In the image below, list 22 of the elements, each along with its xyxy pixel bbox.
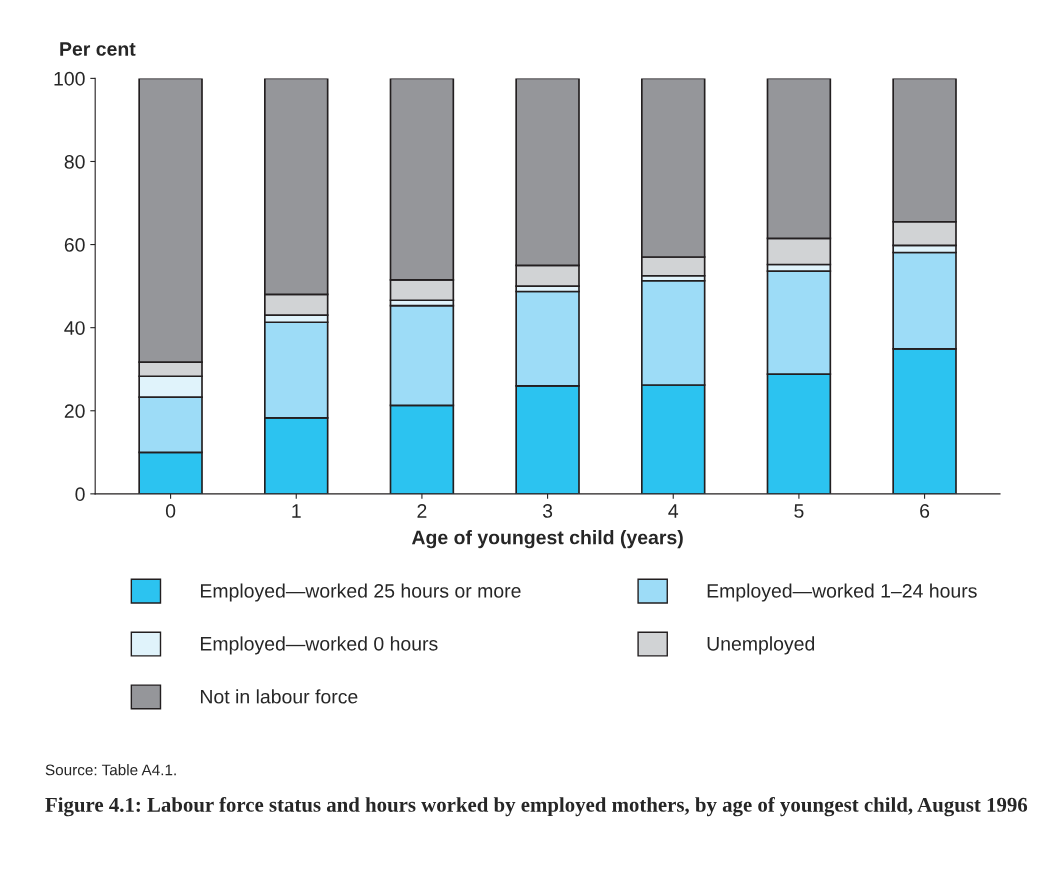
text: Figure 4.1: Labour force status and hours worked by employed mothers, by age of youngest child, August 1996	[45, 796, 1028, 817]
y-tick-label: 60	[64, 238, 85, 252]
source-note: Source: Table A4.1.	[45, 764, 176, 776]
x-tick-label: 2	[417, 504, 427, 518]
legend-label: Employed—worked 1–24 hours	[707, 583, 977, 602]
x-tick-label: 0	[165, 504, 176, 518]
x-tick-label: 1	[292, 504, 301, 518]
y-tick-label: 20	[64, 404, 85, 418]
legend-label: Unemployed	[707, 636, 815, 655]
x-tick-label: 5	[794, 504, 804, 518]
legend-label: Not in labour force	[200, 689, 358, 704]
y-tick-label: 40	[64, 321, 85, 335]
legend-label: Employed—worked 0 hours	[200, 636, 438, 655]
legend-label: Employed—worked 25 hours or more	[200, 583, 521, 602]
y-tick-label: 100	[54, 71, 85, 86]
x-tick-label: 3	[542, 504, 553, 518]
y-axis-title: Per cent	[60, 42, 136, 56]
x-tick-label: 6	[920, 504, 930, 518]
x-tick-label: 4	[668, 504, 679, 518]
y-tick-label: 80	[64, 154, 85, 169]
x-axis-title: Age of youngest child (years)	[411, 530, 683, 549]
y-tick-label: 0	[75, 487, 85, 502]
